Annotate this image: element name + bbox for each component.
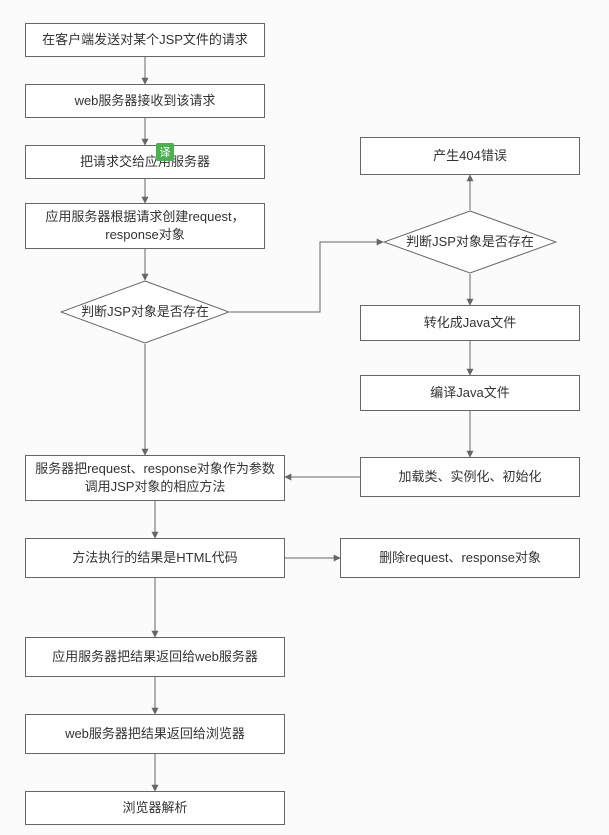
flow-node: 加载类、实例化、初始化 xyxy=(360,457,580,497)
flow-decision-label: 判断JSP对象是否存在 xyxy=(383,210,557,274)
flow-edge xyxy=(230,242,383,312)
flow-node: 服务器把request、response对象作为参数调用JSP对象的相应方法 xyxy=(25,455,285,501)
flow-node: 应用服务器根据请求创建request，response对象 xyxy=(25,203,265,249)
flow-node: 产生404错误 xyxy=(360,137,580,175)
translate-badge: 译 xyxy=(156,143,174,161)
flow-decision: 判断JSP对象是否存在 xyxy=(60,280,230,344)
flow-decision-label: 判断JSP对象是否存在 xyxy=(60,280,230,344)
flowchart-canvas: 在客户端发送对某个JSP文件的请求 web服务器接收到该请求把请求交给应用服务器应… xyxy=(0,0,609,835)
flow-node: 删除request、response对象 xyxy=(340,538,580,578)
flow-node: 浏览器解析 xyxy=(25,791,285,825)
flow-node: 转化成Java文件 xyxy=(360,305,580,341)
flow-node: web服务器把结果返回给浏览器 xyxy=(25,714,285,754)
flow-node: web服务器接收到该请求 xyxy=(25,84,265,118)
flow-node: 在客户端发送对某个JSP文件的请求 xyxy=(25,23,265,57)
flow-node: 方法执行的结果是HTML代码 xyxy=(25,538,285,578)
flow-decision: 判断JSP对象是否存在 xyxy=(383,210,557,274)
flow-node: 把请求交给应用服务器 xyxy=(25,145,265,179)
edges-layer xyxy=(0,0,609,835)
flow-node: 编译Java文件 xyxy=(360,375,580,411)
flow-node: 应用服务器把结果返回给web服务器 xyxy=(25,637,285,677)
